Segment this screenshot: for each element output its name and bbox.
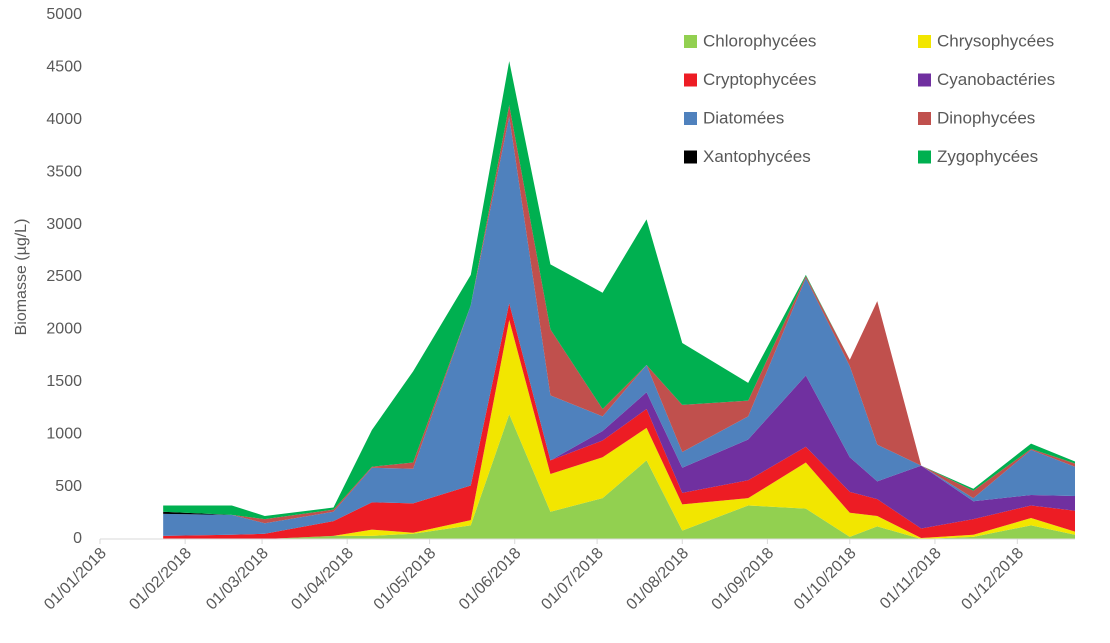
area xyxy=(163,414,1076,539)
y-tick-label: 500 xyxy=(55,478,82,495)
y-tick-label: 4500 xyxy=(46,59,82,76)
y-axis-label: Biomasse (µg/L) xyxy=(13,219,30,336)
x-tick-label: 01/07/2018 xyxy=(538,545,607,614)
x-tick-label: 01/11/2018 xyxy=(877,545,945,613)
legend-swatch xyxy=(918,112,931,125)
legend-label: Chrysophycées xyxy=(937,31,1054,50)
legend-swatch xyxy=(918,150,931,164)
legend-label: Xantophycées xyxy=(703,147,811,166)
x-tick-label: 01/01/2018 xyxy=(41,545,110,614)
x-tick-label: 01/09/2018 xyxy=(709,545,778,614)
legend-swatch xyxy=(918,35,931,48)
legend-label: Zygophycées xyxy=(937,147,1038,166)
y-tick-label: 3000 xyxy=(46,216,82,233)
x-tick-label: 01/12/2018 xyxy=(958,545,1027,614)
plot-area: 0 500 1000 1500 2000 2500 3000 3500 4000 4500 5000… xyxy=(41,6,1076,614)
legend-swatch xyxy=(918,73,931,87)
legend-swatch xyxy=(684,35,697,48)
legend-label: Chlorophycées xyxy=(703,31,816,50)
legend-swatch xyxy=(684,150,697,164)
y-tick-label: 2000 xyxy=(46,321,82,338)
y-tick-label: 1000 xyxy=(46,425,82,442)
y-tick-label: 4000 xyxy=(46,111,82,128)
x-tick-label: 01/05/2018 xyxy=(371,545,440,614)
y-tick-label: 0 xyxy=(73,530,82,547)
area xyxy=(163,116,1076,536)
x-tick-label: 01/10/2018 xyxy=(791,545,860,614)
x-tick-label: 01/02/2018 xyxy=(126,545,195,614)
y-tick-label: 2500 xyxy=(46,268,82,285)
legend-label: Diatomées xyxy=(703,108,784,127)
area xyxy=(163,61,1076,520)
y-tick-label: 5000 xyxy=(46,6,82,23)
legend-label: Dinophycées xyxy=(937,108,1035,127)
legend-label: Cryptophycées xyxy=(703,70,816,89)
x-tick-label: 01/08/2018 xyxy=(623,545,692,614)
area xyxy=(163,303,1076,536)
x-tick-label: 01/06/2018 xyxy=(456,545,525,614)
x-tick-label: 01/04/2018 xyxy=(288,545,357,614)
legend-swatch xyxy=(684,73,697,87)
legend-label: Cyanobactéries xyxy=(937,70,1055,89)
x-tick-label: 01/03/2018 xyxy=(203,545,272,614)
legend-swatch xyxy=(684,112,697,125)
y-tick-label: 1500 xyxy=(46,373,82,390)
legend: Chlorophycées Chrysophycées Cryptophycées C… xyxy=(684,31,1055,166)
y-tick-label: 3500 xyxy=(46,163,82,180)
